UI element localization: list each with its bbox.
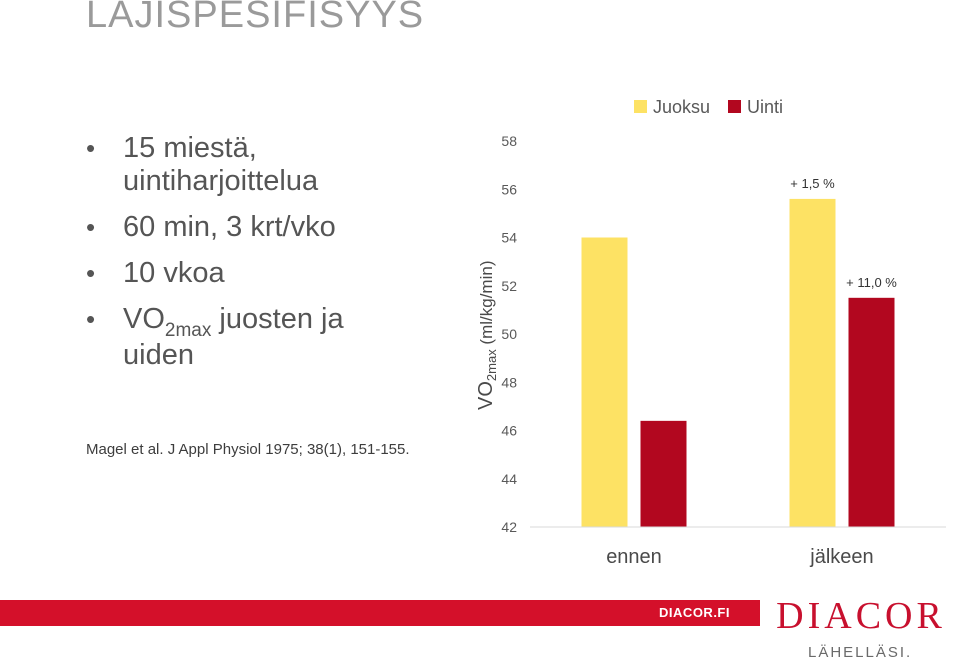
- footer-url[interactable]: DIACOR.FI: [659, 605, 730, 620]
- bullet-subscript: 2max: [164, 320, 212, 341]
- annotations: + 1,5 % + 11,0 %: [790, 176, 897, 290]
- bullet-text: 15 miestä, uintiharjoittelua: [123, 132, 319, 197]
- diacor-logo: DIACOR: [776, 595, 946, 637]
- bar-chart: VO2max (ml/kg/min) 42 44 46 48 50 52 54 56 58 + …: [475, 97, 946, 568]
- y-tick-label: 52: [501, 278, 517, 294]
- slide-title: LAJISPESIFISYYS: [86, 0, 425, 36]
- svg-text:VO2max (ml/kg/min): VO2max (ml/kg/min): [475, 261, 499, 410]
- y-tick-label: 44: [501, 471, 517, 487]
- y-tick-label: 42: [501, 519, 517, 535]
- bullet-text: 10 vkoa: [123, 257, 225, 289]
- bar-juoksu-0: [581, 237, 628, 527]
- y-tick-label: 46: [501, 423, 517, 439]
- reference-citation: Magel et al. J Appl Physiol 1975; 38(1),…: [86, 441, 410, 458]
- data-annotation: + 1,5 %: [790, 176, 835, 191]
- bullet-item: VO2max juosten ja uiden: [86, 303, 406, 372]
- legend-label: Juoksu: [653, 97, 710, 117]
- x-tick-label: ennen: [606, 546, 662, 568]
- bullet-text: 60 min, 3 krt/vko: [123, 211, 336, 243]
- bullet-prefix: VO: [123, 303, 165, 335]
- bullet-item: 60 min, 3 krt/vko: [86, 211, 406, 244]
- bullet-item: 10 vkoa: [86, 257, 406, 290]
- legend-swatch: [634, 100, 647, 113]
- y-axis-label: VO2max (ml/kg/min): [475, 261, 499, 410]
- y-axis-label-main: VO: [475, 381, 497, 410]
- footer-slogan: LÄHELLÄSI.: [808, 644, 913, 661]
- bar-uinti-0: [640, 420, 687, 527]
- y-axis-label-units: (ml/kg/min): [477, 261, 496, 350]
- data-annotation: + 11,0 %: [846, 275, 897, 290]
- legend: Juoksu Uinti: [634, 97, 783, 117]
- x-tick-label: jälkeen: [809, 546, 873, 568]
- bullet-list: 15 miestä, uintiharjoittelua 60 min, 3 k…: [86, 132, 406, 385]
- y-tick-label: 50: [501, 326, 517, 342]
- bar-juoksu-1: [789, 198, 836, 527]
- y-axis-ticks: 42 44 46 48 50 52 54 56 58: [501, 133, 517, 535]
- bullet-item: 15 miestä, uintiharjoittelua: [86, 132, 406, 198]
- bars: [581, 198, 895, 527]
- y-tick-label: 54: [501, 230, 517, 246]
- y-tick-label: 58: [501, 133, 517, 149]
- y-tick-label: 56: [501, 181, 517, 197]
- bullet-suffix: juosten ja uiden: [123, 303, 344, 371]
- y-axis-label-sub: 2max: [484, 349, 499, 381]
- legend-swatch: [728, 100, 741, 113]
- footer-bar: [0, 600, 760, 626]
- legend-label: Uinti: [747, 97, 783, 117]
- x-axis-ticks: ennen jälkeen: [606, 546, 874, 568]
- y-tick-label: 48: [501, 374, 517, 390]
- bar-uinti-1: [848, 297, 895, 527]
